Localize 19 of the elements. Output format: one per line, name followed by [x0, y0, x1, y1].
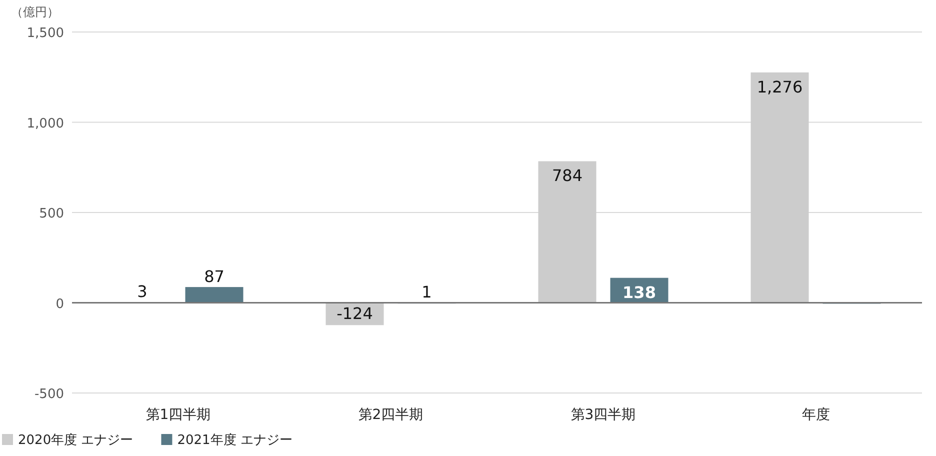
data-label: 138 [622, 282, 656, 302]
y-tick-label: 0 [56, 296, 64, 312]
data-label: 3 [137, 282, 148, 302]
y-tick-label: 1,000 [26, 116, 64, 132]
y-tick-label: -500 [34, 387, 64, 402]
data-label: -124 [336, 304, 373, 324]
data-label: 87 [204, 267, 224, 286]
data-label: 784 [552, 166, 583, 186]
legend-label: 2020年度 エナジー [18, 432, 134, 448]
y-tick-label: 1,500 [26, 26, 64, 41]
data-label: 1 [422, 282, 432, 302]
x-tick-label: 第2四半期 [358, 407, 424, 423]
y-axis-title: （億円） [11, 5, 59, 19]
y-tick-label: 500 [39, 206, 64, 222]
x-tick-label: 第3四半期 [570, 407, 636, 423]
legend-label: 2021年度 エナジー [177, 432, 292, 448]
x-tick-label: 年度 [802, 407, 830, 423]
x-tick-label: 第1四半期 [146, 407, 211, 423]
data-label: 1,276 [756, 77, 803, 96]
